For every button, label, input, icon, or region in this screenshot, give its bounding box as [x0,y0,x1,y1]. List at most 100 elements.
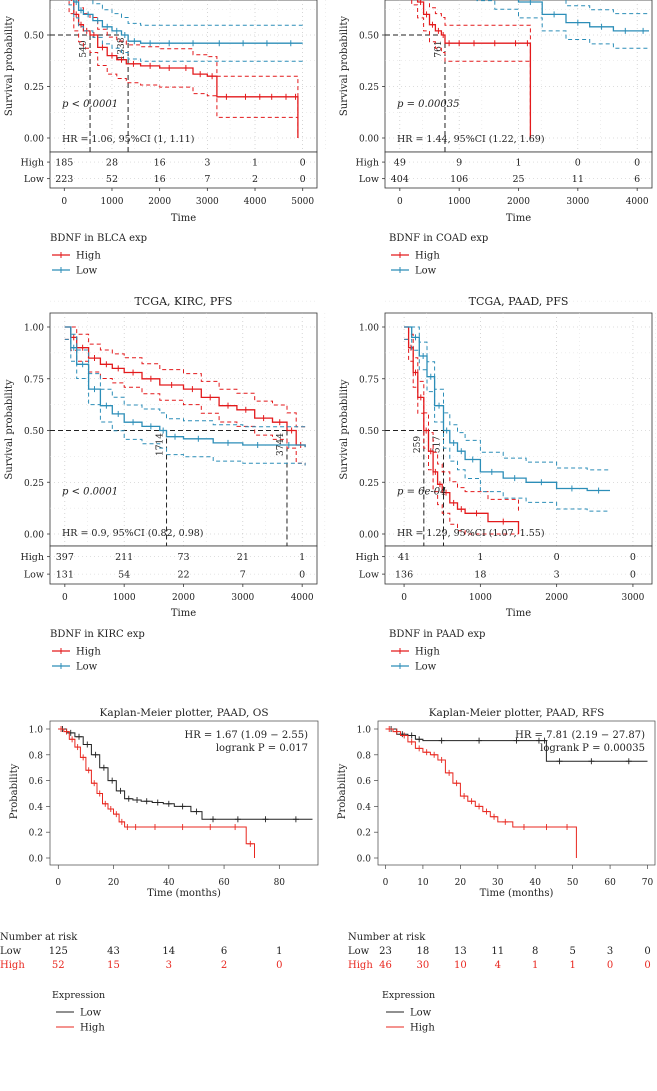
chart-title: Kaplan-Meier plotter, PAAD, OS [99,707,268,719]
km-panel-paad: TCGA, PAAD, PFS 0.00 0.25 0.50 0.75 1.00 Survi… [339,295,656,673]
x-axis-label: Time (months) [480,888,554,899]
y-tick-label: 1.00 [359,324,379,334]
median-label: 761 [434,40,444,57]
risk-count: 131 [56,570,74,581]
y-tick-label: 0.25 [359,83,379,93]
ci-lower-line [411,0,531,138]
ci-lower-line [404,338,519,535]
risk-row-label: High [348,960,373,971]
x-tick-label: 30 [492,878,504,888]
x-tick-label: 3000 [231,593,254,603]
y-tick-label: 0.50 [24,32,44,42]
risk-count: 3 [204,158,210,169]
y-tick-label: 0.8 [357,751,372,761]
y-axis-label: Survival probability [4,16,15,116]
legend-label-low: Low [76,266,98,277]
risk-table: High 49 9 1 0 0 Low 404 106 25 11 6 [355,151,653,189]
risk-count: 13 [454,946,467,957]
x-axis-label: Time [171,213,196,224]
risk-count: 52 [52,960,65,971]
risk-count: 23 [379,946,392,957]
survival-line [404,326,520,534]
risk-frame [384,545,653,585]
y-tick-label: 0.00 [359,135,379,145]
hazard-ratio: HR = 1.44, 95%CI (1.22, 1.69) [397,134,545,145]
x-tick-label: 3000 [566,197,589,207]
median-label: 259 [413,436,423,453]
x-tick-label: 20 [108,878,120,888]
y-tick-label: 0.2 [29,829,43,839]
legend-label-high: High [415,647,440,658]
risk-count: 4 [495,960,501,971]
legend-title: Expression [52,990,105,1001]
x-tick-label: 0 [55,878,61,888]
legend: Expression Low High [52,990,105,1034]
risk-row-label: High [20,552,44,563]
hazard-ratio: HR = 1.06, 95%CI (1, 1.11) [62,134,194,145]
x-tick-label: 10 [417,878,429,888]
x-tick-label: 3000 [621,593,644,603]
risk-count: 1 [515,158,521,169]
risk-table: High 41 1 0 0 Low 136 18 3 0 [355,545,653,585]
legend: BDNF in PAAD exp High Low [389,629,485,673]
ci-upper-line [404,326,610,471]
x-tick-label: 20 [455,878,467,888]
x-tick-label: 0 [62,593,68,603]
x-tick-label: 1000 [469,593,492,603]
grid [50,300,326,546]
hazard-ratio: HR = 1.29, 95%CI (1.07, 1.55) [397,528,545,539]
risk-count: 125 [49,946,68,957]
x-tick-label: 0 [401,593,407,603]
risk-count: 1 [532,960,538,971]
risk-count: 3 [166,960,172,971]
risk-count: 0 [575,158,581,169]
x-tick-label: 3000 [196,197,219,207]
risk-count: 30 [417,960,430,971]
legend-title: BDNF in COAD exp [389,233,488,244]
y-axis-label: Survival probability [4,379,15,479]
km-panel-coad: 0.000.250.500.75Survival probability761p… [339,0,653,277]
plot-frame [49,720,319,866]
x-tick-label: 4000 [291,593,314,603]
x-tick-label: 1000 [113,593,136,603]
y-tick-label: 0.00 [359,531,379,541]
risk-count: 49 [394,158,406,169]
series-high [411,0,532,138]
risk-count: 18 [474,570,486,581]
x-tick-label: 2000 [148,197,171,207]
ci-upper-line [429,0,531,116]
risk-count: 52 [106,174,118,185]
series-high [385,726,577,858]
risk-count: 0 [299,570,305,581]
risk-count: 21 [237,552,249,563]
risk-frame [49,151,318,189]
y-axis-label: Probability [9,763,20,819]
risk-count: 6 [221,946,227,957]
km-panel-kirc: TCGA, KIRC, PFS 0.00 0.25 0.50 0.75 1.00 Survi… [4,295,326,673]
chart-title: Kaplan-Meier plotter, PAAD, RFS [429,707,605,719]
ci-lower-line [476,0,649,49]
x-tick-label: 40 [529,878,541,888]
y-tick-label: 0.00 [24,531,44,541]
risk-row-label: Low [24,174,44,185]
x-tick-label: 2000 [172,593,195,603]
risk-frame [49,545,318,585]
series-low [404,326,610,512]
legend-title: BDNF in PAAD exp [389,629,485,640]
risk-count: 0 [634,158,640,169]
x-tick-label: 80 [274,878,286,888]
risk-count: 0 [607,960,613,971]
survival-line [416,0,532,138]
y-tick-label: 0.25 [359,479,379,489]
series-low [58,726,313,823]
ci-lower-line [68,0,303,62]
risk-count: 8 [532,946,538,957]
x-tick-label: 0 [397,197,403,207]
risk-count: 28 [106,158,118,169]
ci-upper-line [92,0,303,26]
y-tick-label: 0.25 [24,83,44,93]
logrank-p: logrank P = 0.00035 [540,743,645,754]
x-tick-label: 4000 [244,197,267,207]
